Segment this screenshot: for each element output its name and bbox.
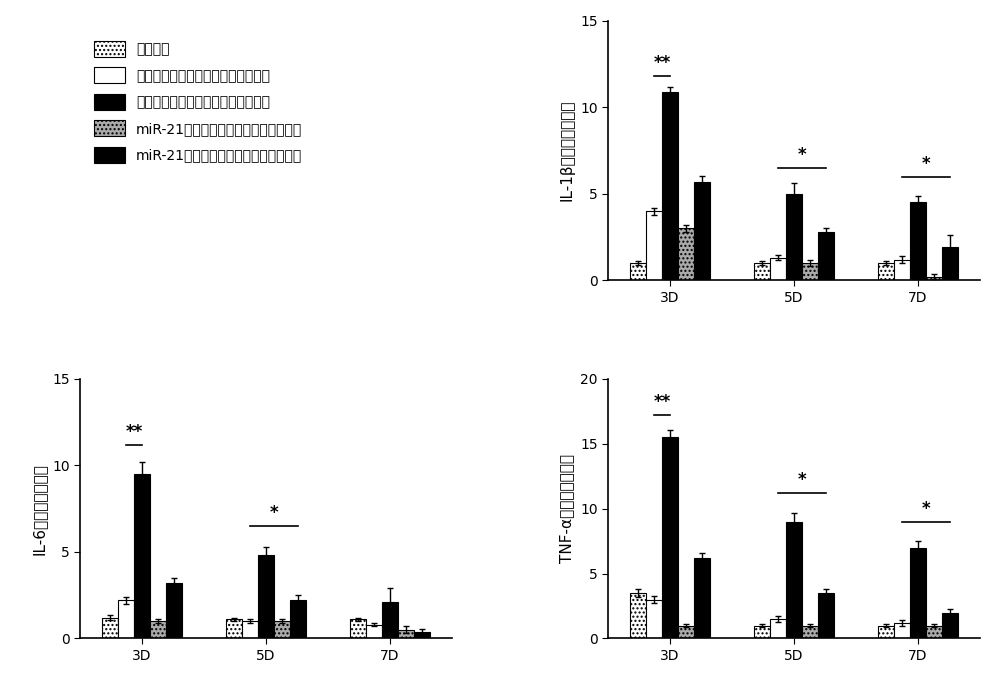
Text: *: * — [798, 146, 806, 164]
Bar — [786, 194, 802, 280]
Bar — [134, 474, 150, 638]
Bar — [258, 555, 274, 638]
Text: **: ** — [125, 423, 143, 441]
Bar — [398, 630, 414, 638]
Bar — [662, 437, 678, 638]
Bar — [818, 593, 834, 638]
Bar — [274, 621, 290, 638]
Text: *: * — [798, 471, 806, 489]
Bar — [910, 548, 926, 638]
Text: *: * — [922, 155, 930, 173]
Bar — [350, 620, 366, 638]
Bar — [150, 621, 166, 638]
Text: **: ** — [653, 393, 671, 412]
Bar — [770, 619, 786, 638]
Bar — [102, 618, 118, 638]
Text: *: * — [922, 500, 930, 518]
Text: **: ** — [653, 54, 671, 72]
Bar — [694, 558, 710, 638]
Bar — [118, 600, 134, 638]
Bar — [786, 522, 802, 638]
Bar — [646, 600, 662, 638]
Y-axis label: TNF-α表达量增加倍数: TNF-α表达量增加倍数 — [560, 454, 575, 564]
Bar — [678, 625, 694, 638]
Bar — [878, 625, 894, 638]
Bar — [242, 621, 258, 638]
Bar — [894, 260, 910, 280]
Bar — [678, 228, 694, 280]
Bar — [802, 625, 818, 638]
Bar — [366, 625, 382, 638]
Bar — [290, 600, 306, 638]
Bar — [878, 263, 894, 280]
Bar — [694, 182, 710, 280]
Bar — [802, 263, 818, 280]
Bar — [630, 263, 646, 280]
Bar — [382, 602, 398, 638]
Text: *: * — [270, 504, 278, 522]
Bar — [910, 203, 926, 280]
Bar — [226, 620, 242, 638]
Bar — [754, 625, 770, 638]
Bar — [942, 613, 958, 638]
Bar — [414, 632, 430, 638]
Y-axis label: IL-6表达量增加倍数: IL-6表达量增加倍数 — [31, 463, 46, 555]
Bar — [646, 211, 662, 280]
Bar — [942, 248, 958, 280]
Bar — [894, 623, 910, 638]
Bar — [818, 232, 834, 280]
Bar — [926, 625, 942, 638]
Legend: 假手术组, 对照抑制腺病毒心梗正常心肌组织组, 对照抑制腺病毒心梗边缘心肌组织组, miR-21抑制腺病毒心梗正常心肌组织组, miR-21抑制腺病毒心梗边缘心: 假手术组, 对照抑制腺病毒心梗正常心肌组织组, 对照抑制腺病毒心梗边缘心肌组织组… — [94, 41, 302, 162]
Bar — [166, 583, 182, 638]
Bar — [770, 258, 786, 280]
Bar — [662, 92, 678, 280]
Bar — [630, 593, 646, 638]
Y-axis label: IL-1β表达量增加倍数: IL-1β表达量增加倍数 — [560, 100, 575, 201]
Bar — [926, 277, 942, 280]
Bar — [754, 263, 770, 280]
